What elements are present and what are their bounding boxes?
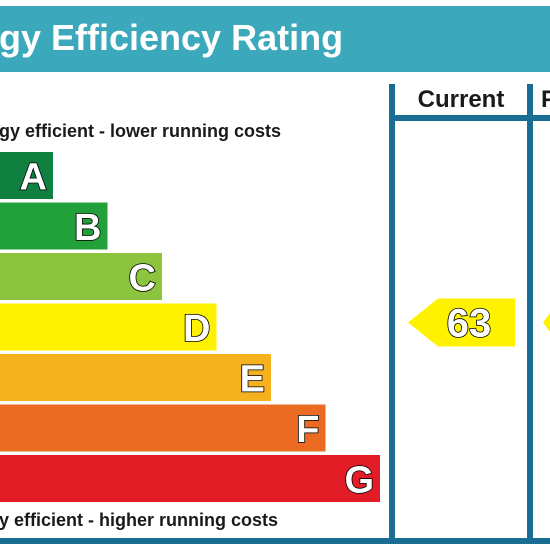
chart-title: gy Efficiency Rating [0,17,343,58]
band-bar-d [0,303,217,351]
column-heading-current: Current [418,86,505,113]
band-bar-b [0,202,108,250]
band-label-g: G [344,460,374,502]
rating-arrows: 63 [408,298,550,347]
frame-lines [0,84,550,544]
bottom-note: y efficient - higher running costs [0,510,278,530]
band-label-f: F [296,409,319,451]
band-bar-e [0,354,271,401]
band-bar-a [0,152,53,199]
band-bar-g [0,455,380,502]
band-bar-c [0,253,162,300]
potential-rating-arrow [543,313,550,332]
band-label-b: B [74,207,101,249]
current-rating-arrow [408,298,515,347]
band-bar-f [0,404,326,452]
top-note: gy efficient - lower running costs [0,121,281,141]
column-heading-potential: P [541,86,550,113]
current-rating-value: 63 [447,302,492,346]
band-label-c: C [129,258,156,300]
band-label-a: A [20,157,47,199]
band-label-e: E [240,359,265,401]
title-banner [0,6,550,72]
band-label-d: D [183,308,210,350]
